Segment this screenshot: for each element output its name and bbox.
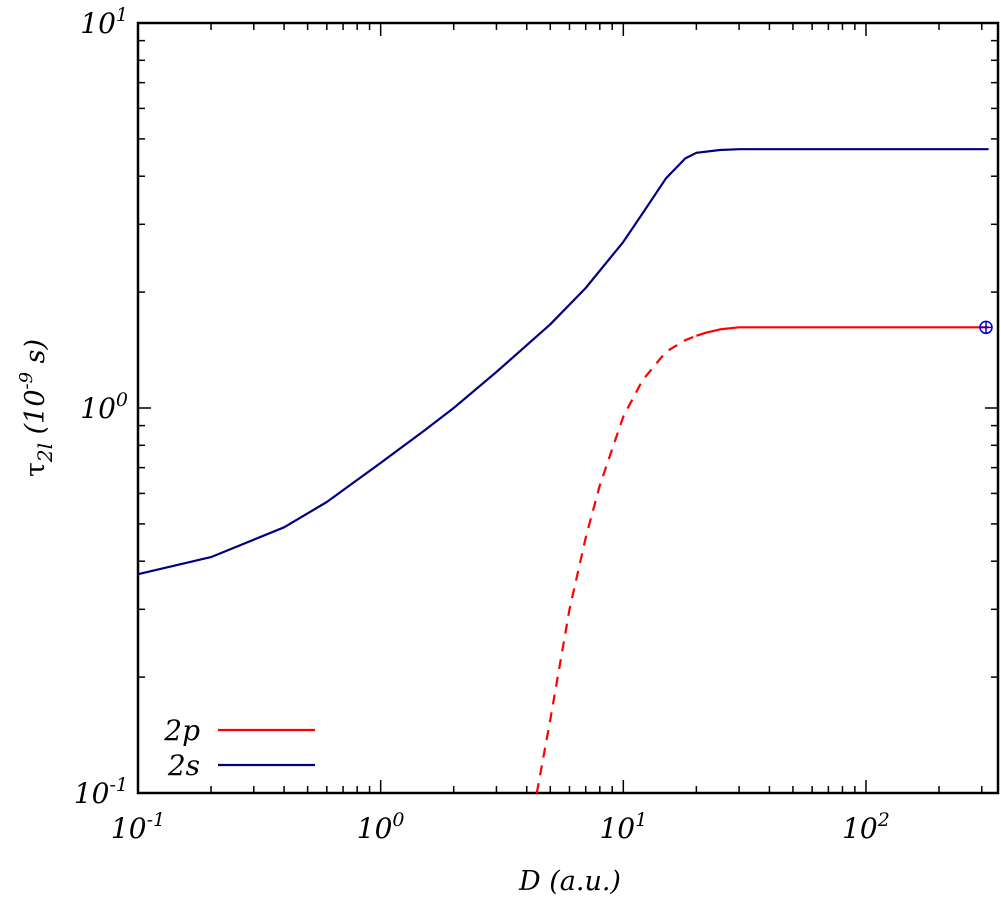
series: [137, 148, 989, 794]
x-tick-label: 102: [842, 809, 890, 845]
x-tick-label: 10-1: [111, 809, 165, 845]
oplus-marker: [979, 320, 993, 335]
legend-label-2p: 2p: [163, 714, 200, 747]
y-tick-label: 10-1: [74, 774, 128, 810]
y-tick-label: 101: [80, 4, 128, 40]
axis-labels: 10-1 100 101 102 10-1 100 101 D (a.u.) τ2l (10-9…: [16, 4, 890, 897]
x-tick-label: 101: [599, 809, 647, 845]
x-tick-label: 100: [357, 809, 405, 845]
legend-label-2s: 2s: [167, 749, 200, 782]
axes: [136, 21, 1000, 795]
series-line-2p-solid: [696, 326, 989, 337]
series-line-2p-dashed: [535, 334, 697, 794]
y-tick-label: 100: [80, 389, 128, 425]
plot-frame: [136, 21, 1000, 795]
x-axis-title: D (a.u.): [518, 866, 621, 897]
y-axis-title: τ2l (10-9 s): [16, 339, 57, 477]
ticks: [137, 22, 998, 794]
series-2p: [535, 326, 989, 794]
annotations: [979, 320, 993, 335]
series-2s: [137, 148, 989, 576]
series-line-2s-solid: [137, 148, 989, 576]
